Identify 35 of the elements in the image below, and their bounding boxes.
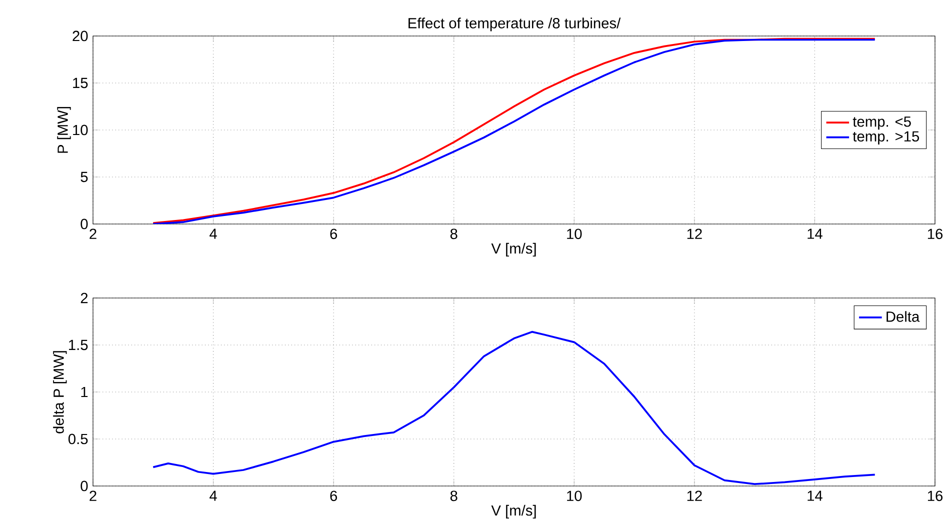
- x-tick-label: 2: [90, 228, 96, 239]
- x-tick-label: 4: [210, 228, 217, 239]
- y-tick-label: 5: [80, 172, 88, 182]
- x-tick-label: 2: [90, 490, 96, 501]
- x-tick-label: 10: [567, 490, 582, 502]
- y-axis-title: delta P [MW]: [53, 351, 67, 434]
- x-tick-label: 12: [687, 228, 702, 239]
- line-series: [152, 330, 876, 486]
- x-tick-label: 8: [450, 490, 458, 502]
- x-tick-label: 4: [210, 490, 217, 501]
- legend-label: Delta: [886, 311, 920, 322]
- x-tick-label: 16: [928, 490, 943, 502]
- x-tick-label: 12: [687, 490, 702, 501]
- x-axis-title: V [m/s]: [491, 242, 536, 257]
- x-tick-label: 10: [567, 228, 582, 240]
- y-tick-label: 0.5: [68, 434, 88, 444]
- y-tick-label: 0: [80, 480, 88, 492]
- x-tick-label: 16: [928, 228, 943, 240]
- x-axis-title: V [m/s]: [491, 504, 536, 519]
- legend-label: temp. <5: [852, 116, 911, 130]
- x-tick-label: 14: [808, 490, 822, 501]
- x-tick-label: 8: [450, 228, 458, 240]
- y-tick-label: 1: [81, 386, 88, 398]
- chart-title: Effect of temperature /8 turbines/: [408, 18, 621, 32]
- y-tick-label: 0: [80, 218, 88, 230]
- x-tick-label: 14: [808, 228, 822, 239]
- y-tick-label: 10: [73, 124, 88, 136]
- y-tick-label: 2: [80, 292, 88, 304]
- legend-label: temp. >15: [852, 131, 920, 144]
- y-tick-label: 20: [72, 30, 88, 42]
- y-tick-label: 15: [73, 78, 88, 88]
- y-axis-title: P [MW]: [57, 107, 71, 153]
- x-tick-label: 6: [330, 490, 338, 502]
- y-tick-label: 1.5: [69, 340, 88, 350]
- x-tick-label: 6: [330, 228, 338, 240]
